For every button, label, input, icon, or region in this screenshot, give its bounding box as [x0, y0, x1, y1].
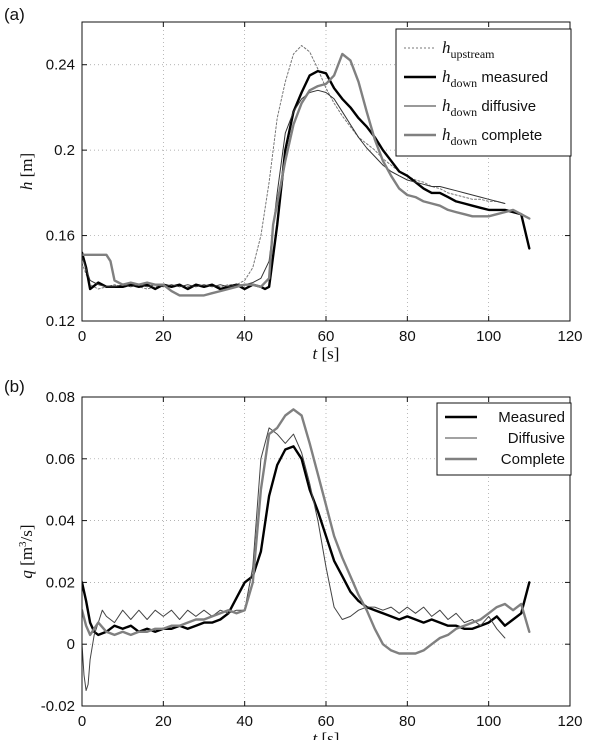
legend-label-2: hdown diffusive: [442, 96, 536, 119]
legend-label-1: Diffusive: [508, 430, 565, 447]
legend: hupstream hdown measured hdown diffusive hd…: [395, 28, 572, 157]
x-tick-label: 60: [318, 328, 335, 345]
y-tick-label: 0.12: [46, 313, 75, 330]
panel-a: (a) 0 20 40 60 80 100 120 0.12 0.16 0.2 0.24 t [s] h …: [4, 5, 583, 363]
series-line-2: [82, 408, 531, 655]
x-tick-label: 80: [399, 713, 416, 730]
y-tick-label: 0: [67, 636, 75, 653]
x-tick-label: 0: [78, 328, 86, 345]
x-axis-label: t [s]: [313, 729, 340, 740]
axes-frame: [81, 21, 571, 322]
x-tick-label: 120: [557, 713, 582, 730]
x-tick-label: 20: [155, 713, 172, 730]
y-tick-label: 0.04: [46, 513, 75, 530]
legend-label-1: hdown measured: [442, 67, 548, 90]
x-tick-label: 120: [557, 328, 582, 345]
legend-label-0: hupstream: [442, 38, 495, 61]
y-tick-label: 0.08: [46, 389, 75, 406]
legend-label-0: Measured: [498, 409, 565, 426]
x-tick-label: 100: [476, 328, 501, 345]
legend-box: [436, 402, 572, 476]
legend-label-2: Complete: [501, 451, 565, 468]
x-tick-label: 40: [236, 328, 253, 345]
panel-label: (b): [4, 377, 25, 396]
x-tick-label: 40: [236, 713, 253, 730]
y-tick-label: 0.02: [46, 574, 75, 591]
x-tick-label: 60: [318, 713, 335, 730]
x-tick-label: 100: [476, 713, 501, 730]
y-axis-label: q [m3/s]: [17, 524, 36, 578]
series-line-0: [82, 445, 531, 637]
x-tick-label: 0: [78, 713, 86, 730]
y-tick-label: -0.02: [41, 698, 75, 715]
axes-frame: [81, 396, 571, 707]
y-tick-label: 0.2: [54, 142, 75, 159]
series-line-1: [82, 69, 531, 291]
panel-b: (b)0 20 40 60 80 100 120-0.0200.020.040.060.08…: [4, 377, 583, 740]
legend: Measured Diffusive Complete: [436, 402, 572, 476]
legend-label-3: hdown complete: [442, 125, 542, 148]
x-tick-label: 80: [399, 328, 416, 345]
y-tick-label: 0.16: [46, 228, 75, 245]
x-axis-label: t [s]: [313, 344, 340, 363]
series-line-3: [82, 52, 531, 297]
x-tick-label: 20: [155, 328, 172, 345]
y-axis-label: h [m]: [17, 153, 36, 190]
panel-label: (a): [4, 5, 25, 24]
series-line-2: [82, 89, 506, 288]
y-tick-label: 0.06: [46, 451, 75, 468]
y-tick-label: 0.24: [46, 57, 75, 74]
